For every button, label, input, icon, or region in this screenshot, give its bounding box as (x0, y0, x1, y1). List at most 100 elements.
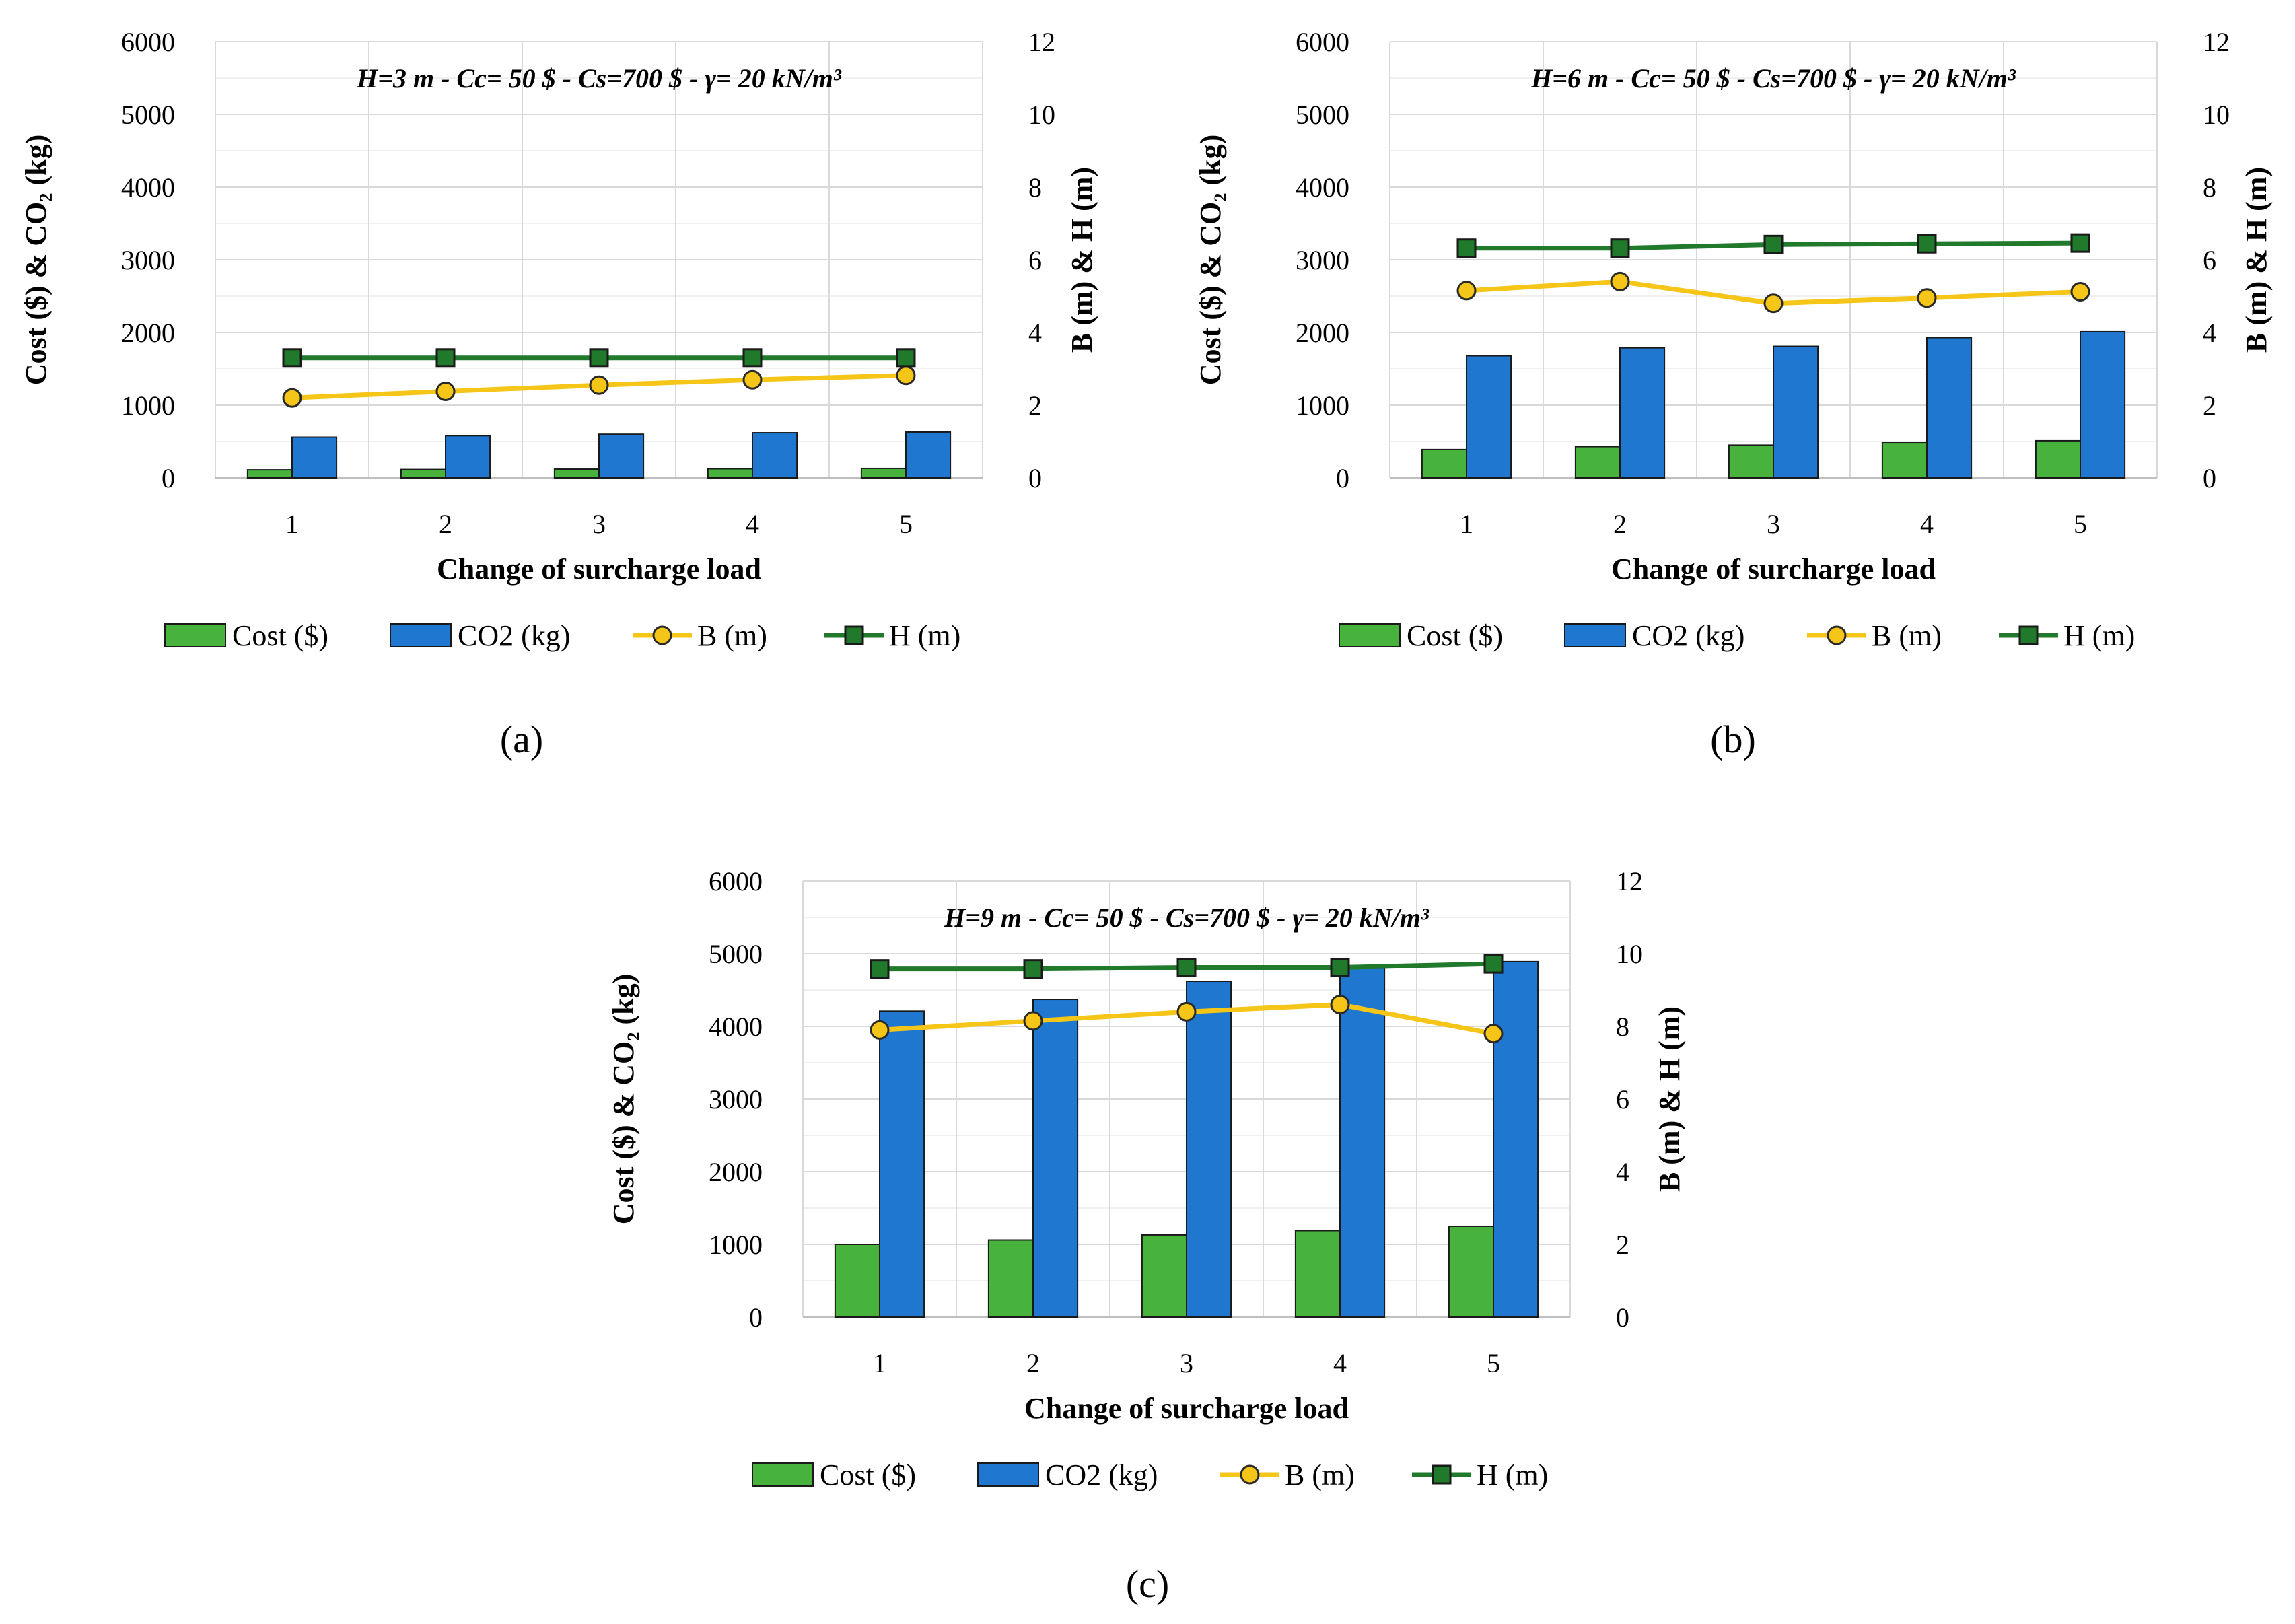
marker-b (1023, 1011, 1043, 1031)
legend-label-cost: Cost ($) (232, 619, 328, 652)
legend-label-co2: CO2 (kg) (1045, 1458, 1158, 1491)
legend-marker-h (1432, 1464, 1452, 1485)
y-right-tick-label: 12 (1616, 866, 1643, 896)
y-right-tick-label: 8 (1616, 1012, 1629, 1042)
bar-cost (1574, 446, 1621, 479)
marker-h (1763, 234, 1784, 254)
legend-label-cost: Cost ($) (1407, 619, 1503, 652)
x-tick-label: 4 (1920, 509, 1934, 539)
chart-title: H=9 m - Cc= 50 $ - Cs=700 $ - γ= 20 kN/m… (944, 903, 1429, 933)
y-left-tick-label: 4000 (121, 172, 175, 203)
y-right-tick-label: 0 (2203, 463, 2216, 493)
y-left-tick-label: 6000 (709, 866, 763, 896)
y-right-tick-label: 6 (1028, 245, 1042, 275)
y-left-tick-label: 0 (162, 463, 175, 493)
chart-title: H=3 m - Cc= 50 $ - Cs=700 $ - γ= 20 kN/m… (356, 63, 842, 94)
bar-cost (400, 468, 447, 479)
bar-co2 (1186, 981, 1232, 1318)
marker-h (1610, 238, 1630, 258)
x-tick-label: 5 (899, 509, 913, 539)
legend-label-co2: CO2 (kg) (458, 619, 570, 652)
marker-b (1176, 1001, 1197, 1022)
y-left-tick-label: 2000 (121, 318, 175, 348)
x-tick-label: 1 (873, 1348, 886, 1378)
panel-label-c: (c) (1125, 1562, 1170, 1606)
x-tick-label: 5 (1487, 1348, 1500, 1378)
marker-b (1456, 281, 1477, 301)
x-tick-label: 2 (1026, 1348, 1040, 1378)
x-tick-label: 2 (439, 509, 452, 539)
x-tick-label: 2 (1613, 509, 1627, 539)
legend-label-cost: Cost ($) (820, 1458, 916, 1491)
legend-label-b: B (m) (1872, 619, 1942, 652)
marker-b (435, 381, 456, 401)
bar-co2 (1926, 337, 1973, 479)
y-left-tick-label: 0 (749, 1302, 763, 1333)
marker-h (1917, 234, 1937, 254)
legend-marker-b (1240, 1464, 1260, 1485)
panel-label-b: (b) (1710, 717, 1756, 761)
bar-co2 (1773, 345, 1819, 479)
x-tick-label: 3 (1180, 1348, 1193, 1378)
legend-swatch-co2 (1564, 623, 1626, 647)
marker-h (870, 959, 890, 979)
legend-label-h: H (m) (1477, 1458, 1548, 1491)
x-tick-label: 3 (1767, 509, 1780, 539)
y-left-tick-label: 6000 (121, 27, 175, 57)
legend-marker-b (1827, 625, 1847, 645)
bar-co2 (1032, 999, 1079, 1318)
legend-marker-h (2018, 625, 2039, 645)
marker-b (1483, 1024, 1504, 1044)
bar-cost (707, 468, 754, 479)
y-right-tick-label: 4 (1028, 318, 1042, 348)
marker-b (2070, 282, 2090, 302)
y-right-tick-label: 0 (1616, 1302, 1629, 1333)
marker-h (896, 348, 916, 368)
x-tick-label: 1 (1460, 509, 1473, 539)
marker-h (1483, 954, 1504, 974)
marker-b (282, 388, 302, 408)
x-axis-title: Change of surcharge load (437, 553, 761, 586)
legend-label-b: B (m) (697, 619, 767, 652)
marker-b (896, 365, 916, 386)
marker-h (1456, 238, 1477, 258)
chart-title: H=6 m - Cc= 50 $ - Cs=700 $ - γ= 20 kN/m… (1530, 63, 2016, 94)
y-right-tick-label: 2 (2203, 390, 2216, 421)
marker-b (1763, 293, 1784, 314)
marker-h (1330, 958, 1350, 978)
bar-co2 (2080, 330, 2126, 479)
y-left-axis-title: Cost ($) & CO₂ (kg) (607, 974, 640, 1224)
bar-cost (2035, 439, 2082, 479)
bar-co2 (598, 433, 645, 479)
y-left-tick-label: 2000 (709, 1157, 763, 1187)
legend-marker-b (652, 625, 672, 645)
bar-cost (1881, 442, 1928, 479)
y-right-tick-label: 6 (1616, 1084, 1629, 1115)
marker-h (589, 348, 609, 368)
y-right-tick-label: 8 (2203, 172, 2216, 203)
x-tick-label: 1 (285, 509, 299, 539)
bar-co2 (1493, 960, 1539, 1318)
legend-swatch-cost (164, 623, 226, 647)
y-left-tick-label: 1000 (1296, 390, 1349, 421)
marker-b (589, 375, 609, 395)
marker-b (1610, 271, 1630, 291)
y-left-tick-label: 3000 (121, 245, 175, 275)
marker-b (1330, 995, 1350, 1015)
y-left-tick-label: 2000 (1296, 318, 1349, 348)
y-left-tick-label: 1000 (121, 390, 175, 421)
bar-cost (1294, 1230, 1341, 1318)
legend-label-h: H (m) (889, 619, 960, 652)
y-right-tick-label: 0 (1028, 463, 1042, 493)
y-left-axis-title: Cost ($) & CO₂ (kg) (20, 135, 52, 385)
y-left-tick-label: 1000 (709, 1230, 763, 1260)
bar-co2 (1619, 347, 1666, 479)
bar-cost (1448, 1226, 1495, 1318)
marker-b (1917, 288, 1937, 308)
y-left-axis-title: Cost ($) & CO₂ (kg) (1194, 135, 1227, 385)
y-left-tick-label: 4000 (1296, 172, 1349, 203)
bar-co2 (445, 435, 491, 479)
bar-cost (1141, 1234, 1188, 1318)
x-tick-label: 4 (1333, 1348, 1347, 1378)
